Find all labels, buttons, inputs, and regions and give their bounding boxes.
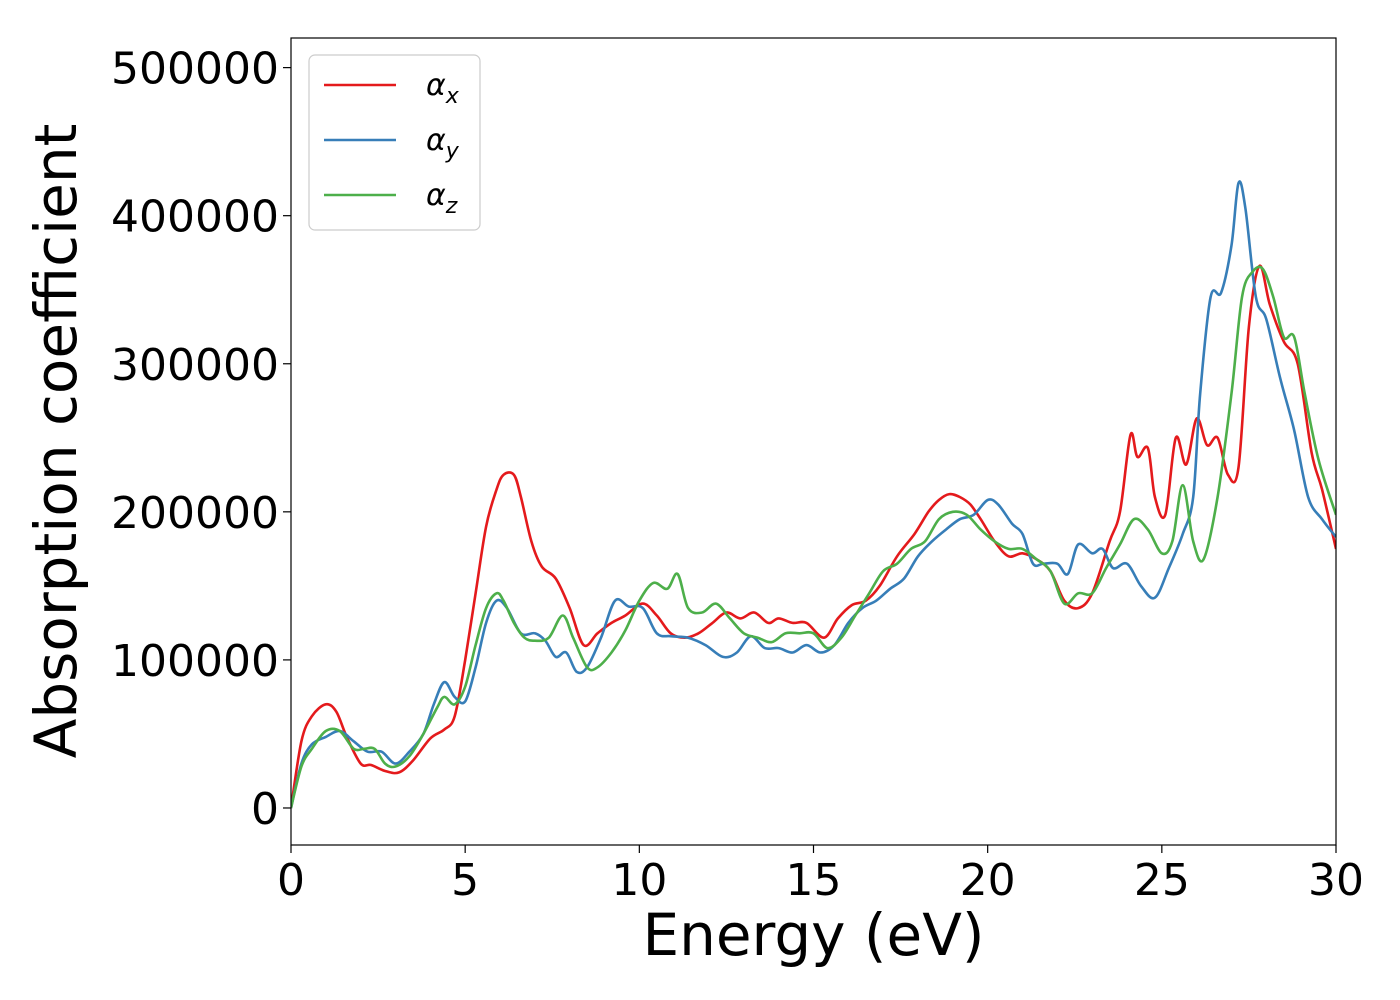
y-tick-label: 100000 [111,636,279,687]
legend-label-z: αz [426,178,458,219]
y-tick-label: 500000 [111,44,279,95]
y-axis-title: Absorption coefficient [22,124,90,759]
series-line-x [291,264,1336,809]
y-tick-label: 300000 [111,340,279,391]
y-tick-label: 400000 [111,192,279,243]
y-tick-label: 200000 [111,488,279,539]
x-axis: 0 5 10 15 20 25 30 [277,845,1364,906]
y-tick-label: 0 [251,784,279,835]
legend-label-x: αx [426,68,460,109]
x-tick-label: 5 [451,855,479,906]
x-tick-label: 30 [1308,855,1364,906]
series-layer [291,180,1336,809]
x-axis-title: Energy (eV) [642,901,984,969]
x-tick-label: 0 [277,855,305,906]
x-tick-label: 10 [611,855,667,906]
y-axis: 0 100000 200000 300000 400000 500000 [111,44,291,835]
legend-box [308,54,481,231]
series-line-z [291,265,1336,809]
x-tick-label: 25 [1134,855,1190,906]
x-tick-label: 15 [786,855,842,906]
legend: αx αy αz [308,54,481,231]
legend-label-y: αy [426,123,460,164]
x-tick-label: 20 [960,855,1016,906]
